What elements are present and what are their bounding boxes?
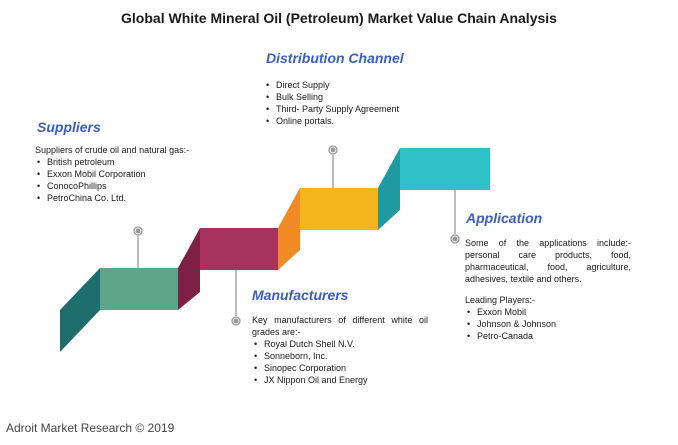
page-title: Global White Mineral Oil (Petroleum) Mar…	[121, 10, 557, 26]
suppliers-heading: Suppliers	[37, 119, 101, 135]
riser2	[278, 188, 300, 270]
riser1	[178, 228, 200, 310]
application-intro-line: personal care products, food,	[465, 250, 631, 260]
distribution-block: Direct Supply Bulk Selling Third- Party …	[264, 79, 434, 127]
application-heading: Application	[466, 210, 543, 226]
distribution-item: Bulk Selling	[264, 91, 434, 103]
distribution-item: Direct Supply	[264, 79, 434, 91]
application-block: Some of the applications include:- perso…	[465, 237, 631, 342]
supplier-item: ConocoPhillips	[35, 180, 225, 192]
manufacturers-heading: Manufacturers	[252, 287, 349, 303]
manufacturer-item: Sinopec Corporation	[252, 362, 428, 374]
step1-side	[60, 268, 100, 352]
suppliers-intro: Suppliers of crude oil and natural gas:-	[35, 145, 190, 155]
supplier-item: Exxon Mobil Corporation	[35, 168, 225, 180]
copyright-footer: Adroit Market Research © 2019	[6, 421, 175, 435]
application-intro-line: adhesives, textile and others.	[465, 274, 582, 284]
step2-top	[200, 228, 278, 270]
manufacturer-item: JX Nippon Oil and Energy	[252, 374, 428, 386]
supplier-item: PetroChina Co. Ltd.	[35, 192, 225, 204]
manufacturers-block: Key manufacturers of different white oil…	[252, 314, 428, 386]
player-item: Johnson & Johnson	[465, 318, 631, 330]
supplier-item: British petroleum	[35, 156, 225, 168]
manufacturers-intro: Key manufacturers of different white oil	[252, 315, 428, 325]
application-intro-line: pharmaceutical, food, agriculture,	[465, 262, 631, 272]
step3-top	[300, 188, 378, 230]
leading-players-label: Leading Players:-	[465, 295, 536, 305]
manufacturer-item: Royal Dutch Shell N.V.	[252, 338, 428, 350]
manufacturer-item: Sonneborn, Inc.	[252, 350, 428, 362]
player-item: Exxon Mobil	[465, 306, 631, 318]
manufacturers-intro: grades are:-	[252, 327, 301, 337]
distribution-item: Third- Party Supply Agreement	[264, 103, 434, 115]
step4-top	[400, 148, 490, 190]
application-intro-line: Some of the applications include:-	[465, 238, 631, 248]
step1-top	[100, 268, 178, 310]
riser3	[378, 148, 400, 230]
player-item: Petro-Canada	[465, 330, 631, 342]
distribution-heading: Distribution Channel	[266, 50, 404, 66]
suppliers-block: Suppliers of crude oil and natural gas:-…	[35, 144, 225, 204]
distribution-item: Online portals.	[264, 115, 434, 127]
